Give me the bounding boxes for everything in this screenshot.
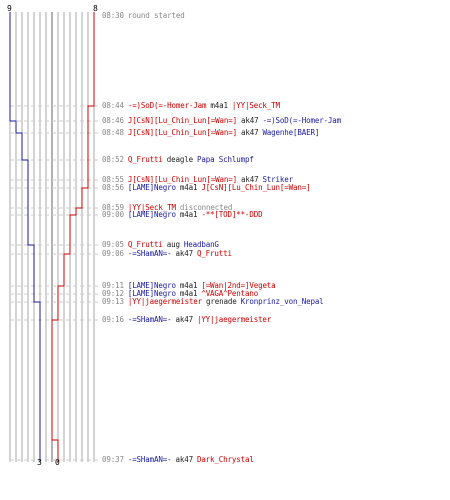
event-part: -=)SoD(=-Homer-Jam xyxy=(127,101,207,110)
weapon-label: ak47 xyxy=(175,249,193,258)
event-timestamp: 09:12 xyxy=(102,289,124,298)
weapon-label: grenade xyxy=(206,297,237,306)
event-timestamp: 08:30 xyxy=(102,11,124,20)
event-row: 09:05 Q_Frutti aug HeadbanG xyxy=(102,240,219,249)
weapon-label: ak47 xyxy=(175,315,193,324)
event-row: 09:11 [LAME]Negro m4a1 [=Wan|2nd=]Vegeta xyxy=(102,281,276,290)
event-timestamp: 09:06 xyxy=(102,249,124,258)
event-part: HeadbanG xyxy=(183,240,219,249)
event-part: J[CsN][Lu_Chin_Lun[=Wan=] xyxy=(127,128,237,137)
event-part: Dark_Chrystal xyxy=(196,455,254,464)
weapon-label: deagle xyxy=(166,155,193,164)
red-team-step-line xyxy=(51,12,95,462)
event-part: [LAME]Negro xyxy=(127,210,176,219)
event-part: -=SHamAN=- xyxy=(127,249,172,258)
event-part: |YY|jaegermeister xyxy=(127,297,203,306)
weapon-label: m4a1 xyxy=(179,210,198,219)
event-row: 09:13 |YY|jaegermeister grenade Kronprinz_v… xyxy=(102,297,324,306)
event-part: Kronprinz_von_Nepal xyxy=(240,297,324,306)
event-row: 08:56 [LAME]Negro m4a1 J[CsN][Lu_Chin_Lun[=… xyxy=(102,183,311,192)
event-part: disconnected xyxy=(179,203,233,212)
event-part: |YY|Seck_TM xyxy=(231,101,280,110)
event-part: [LAME]Negro xyxy=(127,281,176,290)
event-row: 09:00 [LAME]Negro m4a1 -**[TOD]**-DDD xyxy=(102,210,263,219)
event-timestamp: 09:37 xyxy=(102,455,124,464)
event-timestamp: 08:46 xyxy=(102,116,124,125)
blue-end-score: 3 xyxy=(37,458,42,467)
event-timestamp: 09:11 xyxy=(102,281,124,290)
event-timestamp: 08:44 xyxy=(102,101,124,110)
event-part: -=)SoD(=-Homer-Jam xyxy=(262,116,342,125)
blue-team-step-line xyxy=(9,12,41,462)
event-row: 08:44 -=)SoD(=-Homer-Jam m4a1 |YY|Seck_TM xyxy=(102,101,280,110)
event-timestamp: 08:52 xyxy=(102,155,124,164)
event-part: Wagenhe[BAER] xyxy=(262,128,320,137)
event-part: Striker xyxy=(262,175,293,184)
event-part: Q_Frutti xyxy=(127,240,163,249)
weapon-label: ak47 xyxy=(240,116,259,125)
event-part: -**[TOD]**-DDD xyxy=(201,210,263,219)
event-part: round started xyxy=(127,11,185,20)
event-timestamp: 09:00 xyxy=(102,210,124,219)
event-part: Papa Schlumpf xyxy=(196,155,254,164)
event-part: -=SHamAN=- xyxy=(127,315,172,324)
event-timestamp: 09:16 xyxy=(102,315,124,324)
red-end-score: 0 xyxy=(55,458,60,467)
event-row: 08:55 J[CsN][Lu_Chin_Lun[=Wan=] ak47 Strike… xyxy=(102,175,293,184)
event-part: |YY|Seck_TM xyxy=(127,203,176,212)
event-row: 08:46 J[CsN][Lu_Chin_Lun[=Wan=] ak47 -=)SoD… xyxy=(102,116,341,125)
event-timestamp: 09:05 xyxy=(102,240,124,249)
weapon-label: m4a1 xyxy=(179,183,198,192)
event-part: Q_Frutti xyxy=(127,155,163,164)
event-row: 08:52 Q_Frutti deagle Papa Schlumpf xyxy=(102,155,254,164)
event-row: 09:37 -=SHamAN=- ak47 Dark_Chrystal xyxy=(102,455,254,464)
weapon-label: m4a1 xyxy=(179,289,198,298)
event-part: ^VAGA^Pentano xyxy=(201,289,259,298)
event-part: [LAME]Negro xyxy=(127,183,176,192)
event-part: Q_Frutti xyxy=(196,249,232,258)
red-start-score: 8 xyxy=(93,4,98,13)
event-timestamp: 08:48 xyxy=(102,128,124,137)
weapon-label: m4a1 xyxy=(210,101,228,110)
event-part: J[CsN][Lu_Chin_Lun[=Wan=] xyxy=(127,175,237,184)
event-part: J[CsN][Lu_Chin_Lun[=Wan=] xyxy=(201,183,311,192)
event-part: -=SHamAN=- xyxy=(127,455,172,464)
event-timestamp: 08:55 xyxy=(102,175,124,184)
event-row: 09:06 -=SHamAN=- ak47 Q_Frutti xyxy=(102,249,232,258)
event-part: J[CsN][Lu_Chin_Lun[=Wan=] xyxy=(127,116,237,125)
event-timestamp: 08:56 xyxy=(102,183,124,192)
event-row: 09:12 [LAME]Negro m4a1 ^VAGA^Pentano xyxy=(102,289,258,298)
weapon-label: ak47 xyxy=(240,128,259,137)
event-row: 08:30 round started xyxy=(102,11,185,20)
weapon-label: m4a1 xyxy=(179,281,198,290)
event-timestamp: 09:13 xyxy=(102,297,124,306)
event-row: 09:16 -=SHamAN=- ak47 |YY|jaegermeister xyxy=(102,315,271,324)
event-row: 08:59 |YY|Seck_TM disconnected xyxy=(102,203,232,212)
weapon-label: aug xyxy=(166,240,180,249)
event-part: [=Wan|2nd=]Vegeta xyxy=(201,281,276,290)
event-part: |YY|jaegermeister xyxy=(196,315,272,324)
weapon-label: ak47 xyxy=(240,175,259,184)
blue-start-score: 9 xyxy=(7,4,12,13)
event-part: [LAME]Negro xyxy=(127,289,176,298)
weapon-label: ak47 xyxy=(175,455,193,464)
event-timestamp: 08:59 xyxy=(102,203,124,212)
event-row: 08:48 J[CsN][Lu_Chin_Lun[=Wan=] ak47 Wagenh… xyxy=(102,128,319,137)
